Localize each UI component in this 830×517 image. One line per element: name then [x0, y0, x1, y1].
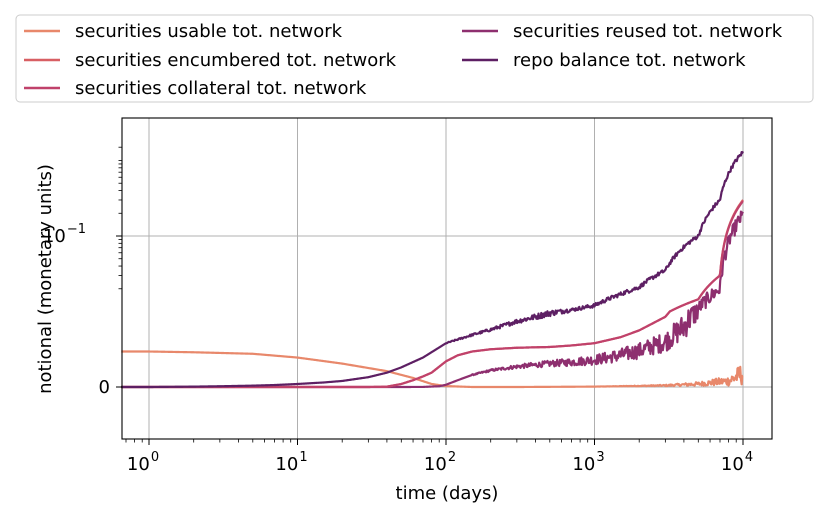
series-line-4: [120, 150, 744, 389]
legend-label: securities collateral tot. network: [75, 78, 367, 99]
x-tick-label: 103: [572, 450, 604, 475]
y-axis-label: notional (monetary units): [35, 164, 56, 394]
x-tick-label: 102: [424, 450, 456, 475]
legend-label: securities usable tot. network: [75, 21, 343, 42]
x-axis-label: time (days): [396, 483, 499, 504]
series-layer: [120, 150, 744, 389]
legend-frame: [15, 14, 814, 103]
legend-label: securities encumbered tot. network: [75, 50, 397, 71]
x-tick-label: 104: [721, 450, 753, 475]
plot-background: [122, 118, 772, 439]
plot-frame: [121, 117, 773, 440]
y-tick-label: 0: [99, 377, 110, 398]
legend: securities usable tot. network securities…: [15, 14, 814, 103]
series-line-0: [120, 350, 744, 389]
x-tick-label: 100: [127, 450, 159, 475]
x-tick-label: 101: [275, 450, 307, 475]
legend-label: repo balance tot. network: [513, 50, 746, 71]
legend-label: securities reused tot. network: [513, 21, 783, 42]
